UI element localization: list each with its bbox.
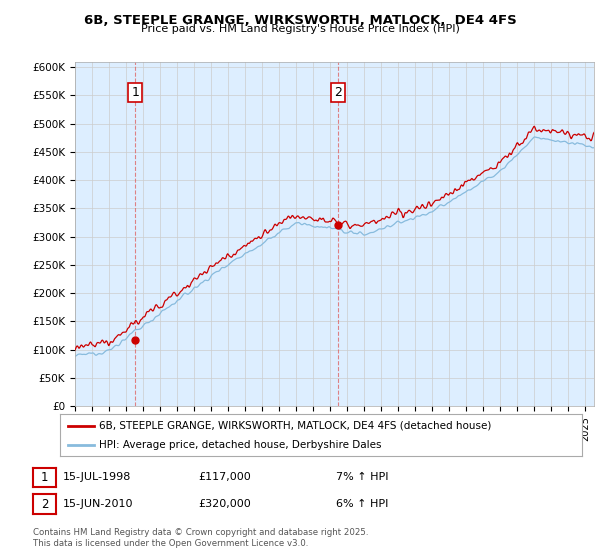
Text: 1: 1 (41, 470, 48, 484)
Text: 2: 2 (334, 86, 342, 99)
Text: £320,000: £320,000 (198, 499, 251, 509)
Text: 15-JUN-2010: 15-JUN-2010 (63, 499, 133, 509)
Text: 1: 1 (131, 86, 139, 99)
Text: Contains HM Land Registry data © Crown copyright and database right 2025.
This d: Contains HM Land Registry data © Crown c… (33, 528, 368, 548)
Text: 7% ↑ HPI: 7% ↑ HPI (336, 472, 389, 482)
Text: 6% ↑ HPI: 6% ↑ HPI (336, 499, 388, 509)
Text: Price paid vs. HM Land Registry's House Price Index (HPI): Price paid vs. HM Land Registry's House … (140, 24, 460, 34)
Text: 2: 2 (41, 497, 48, 511)
Text: HPI: Average price, detached house, Derbyshire Dales: HPI: Average price, detached house, Derb… (99, 440, 382, 450)
Text: 6B, STEEPLE GRANGE, WIRKSWORTH, MATLOCK, DE4 4FS (detached house): 6B, STEEPLE GRANGE, WIRKSWORTH, MATLOCK,… (99, 421, 491, 431)
Text: 6B, STEEPLE GRANGE, WIRKSWORTH, MATLOCK,  DE4 4FS: 6B, STEEPLE GRANGE, WIRKSWORTH, MATLOCK,… (83, 14, 517, 27)
Text: £117,000: £117,000 (198, 472, 251, 482)
Text: 15-JUL-1998: 15-JUL-1998 (63, 472, 131, 482)
